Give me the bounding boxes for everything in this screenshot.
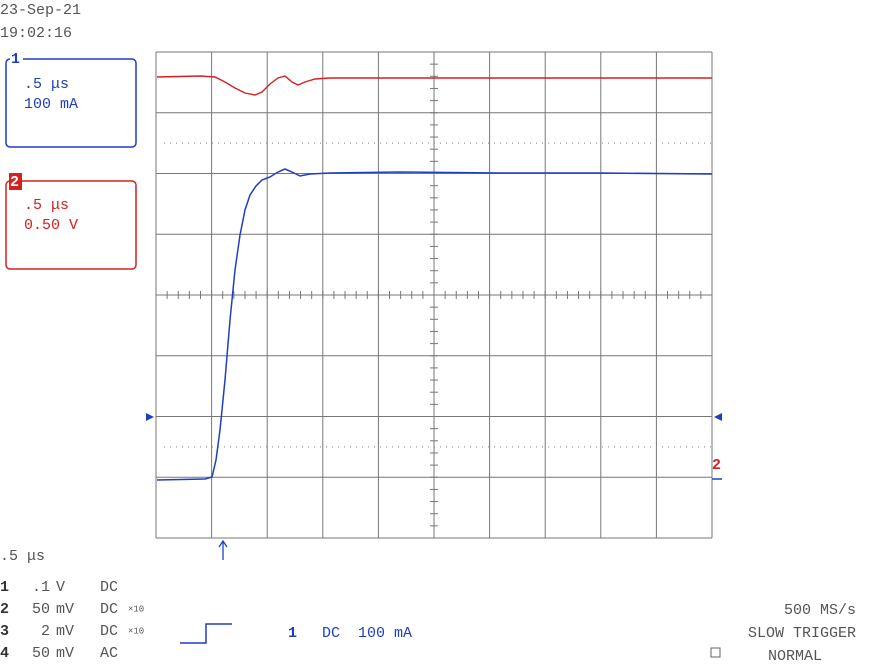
channel-scale: 50: [32, 645, 50, 662]
trace-ch2: [156, 75, 712, 96]
trigger-arrow: [218, 539, 228, 560]
state-box: [710, 647, 721, 658]
box-scale: 100 mA: [24, 96, 78, 113]
trigger-mode: SLOW TRIGGER: [748, 625, 856, 642]
time: 19:02:16: [0, 25, 72, 42]
channel-unit: mV: [56, 623, 74, 640]
channel-coupling: DC: [100, 579, 118, 596]
box-timebase: .5 μs: [24, 76, 69, 93]
trigger-channel: 1: [288, 625, 297, 642]
timebase: .5 μs: [0, 548, 45, 565]
sample-rate: 500 MS/s: [784, 602, 856, 619]
channel-unit: mV: [56, 601, 74, 618]
box-timebase: .5 μs: [24, 197, 69, 214]
channel-scale: 50: [32, 601, 50, 618]
trigger-level: 100 mA: [358, 625, 412, 642]
channel-probe: ×10: [128, 604, 144, 614]
date: 23-Sep-21: [0, 2, 81, 19]
channel-coupling: AC: [100, 645, 118, 662]
trace-ch1: [156, 168, 713, 481]
trigger-coupling: DC: [322, 625, 340, 642]
box-label: 1: [11, 51, 20, 68]
trigger-edge-icon: [180, 623, 232, 644]
box-frame: [5, 58, 137, 148]
level-marker-right: [714, 413, 722, 421]
channel-number: 1: [0, 579, 9, 596]
channel-unit: mV: [56, 645, 74, 662]
channel-scale: .1: [32, 579, 50, 596]
channel-coupling: DC: [100, 623, 118, 640]
box-label-bg: [10, 50, 23, 67]
box-label-bg: [9, 173, 22, 190]
channel-number: 4: [0, 645, 9, 662]
box-label: 2: [10, 174, 19, 191]
channel-coupling: DC: [100, 601, 118, 618]
level-marker-left: [146, 413, 154, 421]
trigger-state: NORMAL: [768, 648, 822, 665]
channel-scale: 2: [41, 623, 50, 640]
channel-unit: V: [56, 579, 65, 596]
channel-box-1: 1 .5 μs 100 mA: [5, 50, 137, 148]
box-scale: 0.50 V: [24, 217, 78, 234]
channel-box-2: 2 .5 μs 0.50 V: [5, 173, 137, 270]
channel-probe: ×10: [128, 626, 144, 636]
ch2-marker: 2: [712, 457, 721, 474]
box-frame: [5, 180, 137, 270]
channel-settings: 1 .1 V DC 2 50 mV DC ×10 3 2 mV DC ×10 4 50 mV AC: [0, 579, 144, 662]
channel-number: 2: [0, 601, 9, 618]
graticule: [155, 51, 713, 539]
channel-number: 3: [0, 623, 9, 640]
